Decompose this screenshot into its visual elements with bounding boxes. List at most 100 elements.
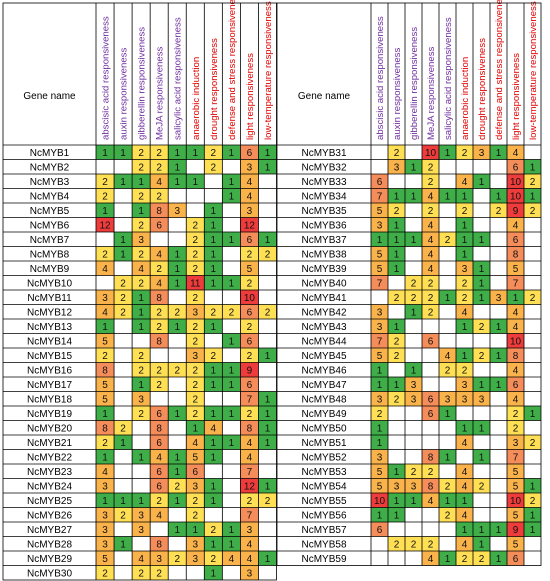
cell-NcMYB17-3 <box>150 377 169 392</box>
cell-NcMYB51-0 <box>371 435 388 450</box>
cell-value: 1 <box>138 380 144 391</box>
cell-value: 1 <box>265 409 271 420</box>
cell-value: 1 <box>377 380 383 391</box>
cell-NcMYB56-5 <box>456 507 473 522</box>
cell-NcMYB42-8 <box>507 304 524 319</box>
cell-NcMYB34-4 <box>439 188 456 203</box>
cell-value: 1 <box>265 423 271 434</box>
cell-value: 1 <box>530 191 536 202</box>
cell-NcMYB30-0 <box>96 565 115 580</box>
cell-value: 1 <box>496 191 502 202</box>
cell-NcMYB1-6 <box>204 145 223 160</box>
cell-value: 1 <box>394 510 400 521</box>
cell-value: 3 <box>394 481 400 492</box>
cell-NcMYB46-8 <box>507 362 524 377</box>
cell-value: 2 <box>138 365 144 376</box>
cell-value: 2 <box>156 365 162 376</box>
cell-value: 9 <box>513 206 519 217</box>
cell-value: 1 <box>192 423 198 434</box>
cell-NcMYB24-0 <box>96 478 115 493</box>
cell-NcMYB44-8 <box>507 333 524 348</box>
cell-value: 3 <box>496 293 502 304</box>
cell-value: 5 <box>377 467 383 478</box>
cell-NcMYB25-2 <box>132 493 151 508</box>
cell-value: 1 <box>394 380 400 391</box>
cell-value: 1 <box>211 568 217 579</box>
cell-NcMYB33-8 <box>507 174 524 189</box>
cell-value: 1 <box>138 307 144 318</box>
cell-NcMYB38-5 <box>456 246 473 261</box>
cell-value: 2 <box>211 525 217 536</box>
cell-NcMYB10-7 <box>222 275 241 290</box>
cell-NcMYB23-3 <box>150 464 169 479</box>
cell-value: 1 <box>211 380 217 391</box>
cell-value: 7 <box>513 452 519 463</box>
cell-NcMYB41-3 <box>422 290 439 305</box>
cell-NcMYB40-8 <box>507 275 524 290</box>
cell-NcMYB31-8 <box>507 145 524 160</box>
cell-NcMYB39-6 <box>473 261 490 276</box>
cell-NcMYB19-4 <box>168 406 187 421</box>
column-label-left: abscisic acid responsiveness <box>101 16 112 140</box>
cell-NcMYB35-5 <box>456 203 473 218</box>
cell-value: 4 <box>462 307 468 318</box>
gene-name: NcMYB40 <box>301 278 346 289</box>
cell-value: 1 <box>174 496 180 507</box>
cell-value: 1 <box>462 235 468 246</box>
cell-value: 1 <box>174 264 180 275</box>
cell-value: 2 <box>530 496 536 507</box>
cell-NcMYB59-6 <box>473 551 490 566</box>
cell-NcMYB16-5 <box>186 362 205 377</box>
cell-value: 1 <box>211 264 217 275</box>
cell-NcMYB18-0 <box>96 391 115 406</box>
cell-value: 2 <box>102 191 108 202</box>
cell-value: 1 <box>174 525 180 536</box>
cell-value: 2 <box>377 409 383 420</box>
column-label-left: anaerobic induction <box>191 57 202 140</box>
cell-NcMYB11-3 <box>150 290 169 305</box>
cell-NcMYB45-8 <box>507 348 524 363</box>
cell-NcMYB28-6 <box>204 536 223 551</box>
cell-NcMYB25-3 <box>150 493 169 508</box>
cell-value: 6 <box>247 235 253 246</box>
cell-NcMYB42-5 <box>456 304 473 319</box>
cell-NcMYB21-6 <box>204 435 223 450</box>
cell-value: 6 <box>156 481 162 492</box>
cell-NcMYB17-0 <box>96 377 115 392</box>
cell-NcMYB55-8 <box>507 493 524 508</box>
cell-value: 2 <box>496 206 502 217</box>
cell-value: 6 <box>377 177 383 188</box>
cell-NcMYB42-3 <box>422 304 439 319</box>
cell-NcMYB30-3 <box>150 565 169 580</box>
cell-value: 1 <box>411 162 417 173</box>
cell-value: 4 <box>428 235 434 246</box>
cell-value: 1 <box>174 452 180 463</box>
gene-name: NcMYB56 <box>301 510 346 521</box>
cell-value: 1 <box>394 264 400 275</box>
cell-value: 5 <box>377 249 383 260</box>
cell-NcMYB27-2 <box>132 522 151 537</box>
cell-NcMYB14-7 <box>222 333 241 348</box>
cell-NcMYB43-7 <box>490 319 507 334</box>
cell-value: 6 <box>247 336 253 347</box>
cell-NcMYB41-2 <box>405 290 422 305</box>
cell-NcMYB23-8 <box>240 464 259 479</box>
cell-value: 1 <box>265 162 271 173</box>
cell-NcMYB8-1 <box>114 246 133 261</box>
cell-value: 1 <box>102 148 108 159</box>
cell-value: 2 <box>462 554 468 565</box>
cell-NcMYB20-9 <box>258 420 277 435</box>
gene-name: NcMYB30 <box>27 568 72 579</box>
cell-value: 2 <box>462 206 468 217</box>
cell-NcMYB31-4 <box>439 145 456 160</box>
cell-value: 12 <box>244 220 256 231</box>
cell-NcMYB35-8 <box>507 203 524 218</box>
cell-value: 1 <box>211 278 217 289</box>
cell-value: 2 <box>462 278 468 289</box>
cell-NcMYB21-5 <box>186 435 205 450</box>
gene-name: NcMYB6 <box>30 220 70 231</box>
cell-value: 4 <box>229 554 235 565</box>
cell-value: 1 <box>174 249 180 260</box>
cell-value: 1 <box>513 293 519 304</box>
gene-name: NcMYB57 <box>301 525 346 536</box>
